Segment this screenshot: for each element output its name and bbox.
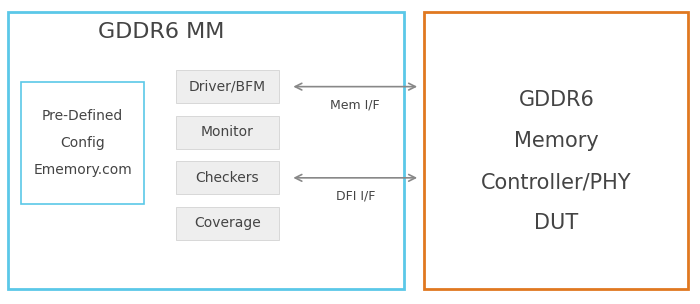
Text: GDDR6 MM: GDDR6 MM bbox=[98, 22, 225, 42]
Bar bbox=[176, 207, 279, 240]
Text: Mem I/F: Mem I/F bbox=[330, 98, 380, 111]
Bar bbox=[176, 116, 279, 149]
Text: Memory: Memory bbox=[514, 131, 599, 151]
Bar bbox=[424, 12, 688, 289]
Text: Checkers: Checkers bbox=[196, 171, 259, 185]
Text: Ememory.com: Ememory.com bbox=[33, 163, 132, 177]
Bar bbox=[8, 12, 404, 289]
Text: GDDR6: GDDR6 bbox=[519, 90, 594, 110]
Text: Config: Config bbox=[60, 136, 105, 150]
Text: Coverage: Coverage bbox=[194, 216, 261, 230]
Text: DUT: DUT bbox=[534, 213, 579, 233]
Text: Pre-Defined: Pre-Defined bbox=[42, 109, 123, 123]
Bar bbox=[176, 70, 279, 103]
Text: Controller/PHY: Controller/PHY bbox=[481, 172, 632, 192]
Bar bbox=[176, 161, 279, 194]
Text: Driver/BFM: Driver/BFM bbox=[189, 80, 266, 94]
Text: DFI I/F: DFI I/F bbox=[335, 190, 375, 202]
Bar bbox=[21, 82, 144, 204]
Text: Monitor: Monitor bbox=[201, 125, 254, 139]
